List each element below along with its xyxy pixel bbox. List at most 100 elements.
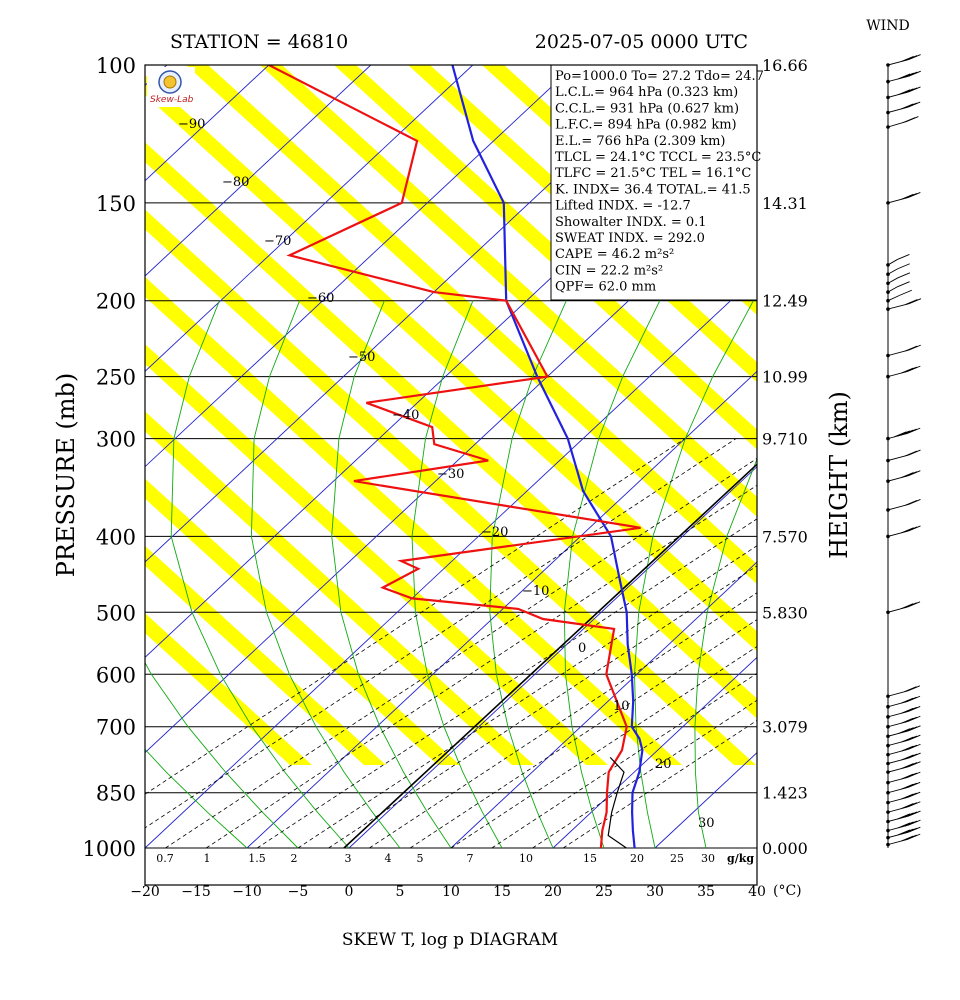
wind-barb [886,833,921,847]
wind-barb [886,86,921,100]
index-line: TLCL = 24.1°C TCCL = 23.5°C [555,150,761,165]
wind-barb [886,192,921,205]
wind-barb [886,734,921,748]
wind-barb [886,298,922,311]
temperature-tick-label: 10 [442,884,460,900]
moist-adiabat-line [489,300,567,849]
temperature-tick-label: −5 [288,884,309,900]
yellow-band [928,0,960,765]
index-line: SWEAT INDX. = 292.0 [555,231,705,246]
series-temperature [451,65,644,849]
mixing-ratio-line [205,484,757,849]
mixing-ratio-label: 4 [385,852,392,865]
wind-barb [886,743,921,757]
pressure-tick-label: 600 [96,663,136,687]
wind-barb [886,470,921,483]
isotherm-label: −10 [522,584,549,599]
height-tick-label: 5.830 [762,603,808,622]
index-line: L.F.C.= 894 hPa (0.982 km) [555,118,737,133]
isotherm-line [145,65,168,86]
datetime-title: 2025-07-05 0000 UTC [535,31,748,53]
mixing-ratio-label: 2 [291,852,298,865]
isotherm-label: −60 [307,291,334,306]
height-tick-label: 7.570 [762,527,808,546]
plot-frame [144,64,758,886]
mixing-ratio-line [256,518,757,849]
wind-barb [886,752,921,766]
isotherm-label: −50 [348,350,375,365]
pressure-tick-label: 500 [96,601,136,625]
wind-barb [886,801,921,814]
temp-unit-label: (°C) [773,883,802,899]
yellow-band [260,65,757,517]
mixing-ratio-label: 15 [583,852,597,865]
yellow-band [145,411,534,765]
wind-barb [886,685,921,699]
wind-barb [886,281,910,294]
isotherm-line [145,65,474,372]
height-axis-label: HEIGHT (km) [825,391,853,559]
temperature-tick-label: −10 [232,884,262,900]
pressure-tick-label: 300 [96,428,136,452]
wind-barb [886,715,921,729]
index-line: Po=1000.0 To= 27.2 Tdo= 24.7 [555,69,764,84]
temperature-tick-label: 0 [345,884,354,900]
isotherm-line [145,65,576,468]
yellow-band [145,142,757,719]
index-line: C.C.L.= 931 hPa (0.627 km) [555,101,739,116]
temperature-tick-label: 20 [544,884,562,900]
isotherm-line [552,656,757,849]
wind-barb [886,427,921,441]
wind-barb [886,365,921,379]
wind-barb [886,781,921,795]
pressure-axis-label: PRESSURE (mb) [52,373,80,578]
mixing-ratio-label: 30 [701,852,715,865]
mixing-ratio-labels: 0.7 1 1.5 2 3 4 5 7 10 15 20 25 30 [156,852,715,865]
mixing-ratio-line [165,457,757,849]
moist-adiabat-line [634,300,754,849]
isotherm-label: 20 [655,757,672,772]
wind-barb [886,272,911,286]
height-tick-label: 14.31 [762,194,808,213]
index-line: L.C.L.= 964 hPa (0.323 km) [555,85,738,100]
yellow-band [186,65,757,585]
index-line: TLFC = 21.5°C TEL = 16.1°C [555,166,751,181]
mixing-ratio-label: 5 [417,852,424,865]
mixing-unit-label: g/kg [727,852,754,865]
logo: Skew-Lab [147,67,195,107]
index-line: Showalter INDX. = 0.1 [555,215,707,230]
index-line: Lifted INDX. = -12.7 [555,199,691,214]
isotherm-label: 30 [698,816,715,831]
temperature-tick-label: 15 [493,884,511,900]
wind-barb [886,499,921,512]
pressure-tick-label: 400 [96,525,136,549]
height-tick-label: 9.710 [762,430,808,449]
moist-adiabat-line [331,300,452,849]
dry-adiabat-bands [145,0,960,765]
moist-adiabat-lines [145,300,757,849]
wind-barb [886,791,921,805]
mixing-ratio-label: 10 [519,852,533,865]
height-tick-label: 1.423 [762,784,808,803]
moist-adiabat-line [250,300,401,849]
isotherm-line [145,65,372,277]
index-line: E.L.= 766 hPa (2.309 km) [555,134,725,149]
isotherm-label: −80 [222,175,249,190]
station-title: STATION = 46810 [170,31,348,53]
wind-barb [886,725,921,739]
temperature-tick-label: 40 [748,884,766,900]
isotherm-labels: −90 −80 −70 −60 −50 −40 −30 −20 −10 0 10 20 30 [178,117,715,831]
series-parcel [607,756,627,849]
mixing-ratio-line [297,545,757,849]
pressure-tick-label: 1000 [83,837,136,861]
wind-barb [886,525,921,539]
isotherm-line [450,561,757,849]
moist-adiabat-line [411,300,503,849]
mixing-ratio-line [369,592,757,849]
isotherm-label: −90 [178,117,205,132]
pressure-tick-label: 100 [96,54,136,78]
moist-adiabat-line [145,748,248,849]
temperature-tick-labels: −20 −15 −10 −5 0 5 10 15 20 25 30 35 40 [130,884,766,900]
wind-barb [886,289,912,303]
